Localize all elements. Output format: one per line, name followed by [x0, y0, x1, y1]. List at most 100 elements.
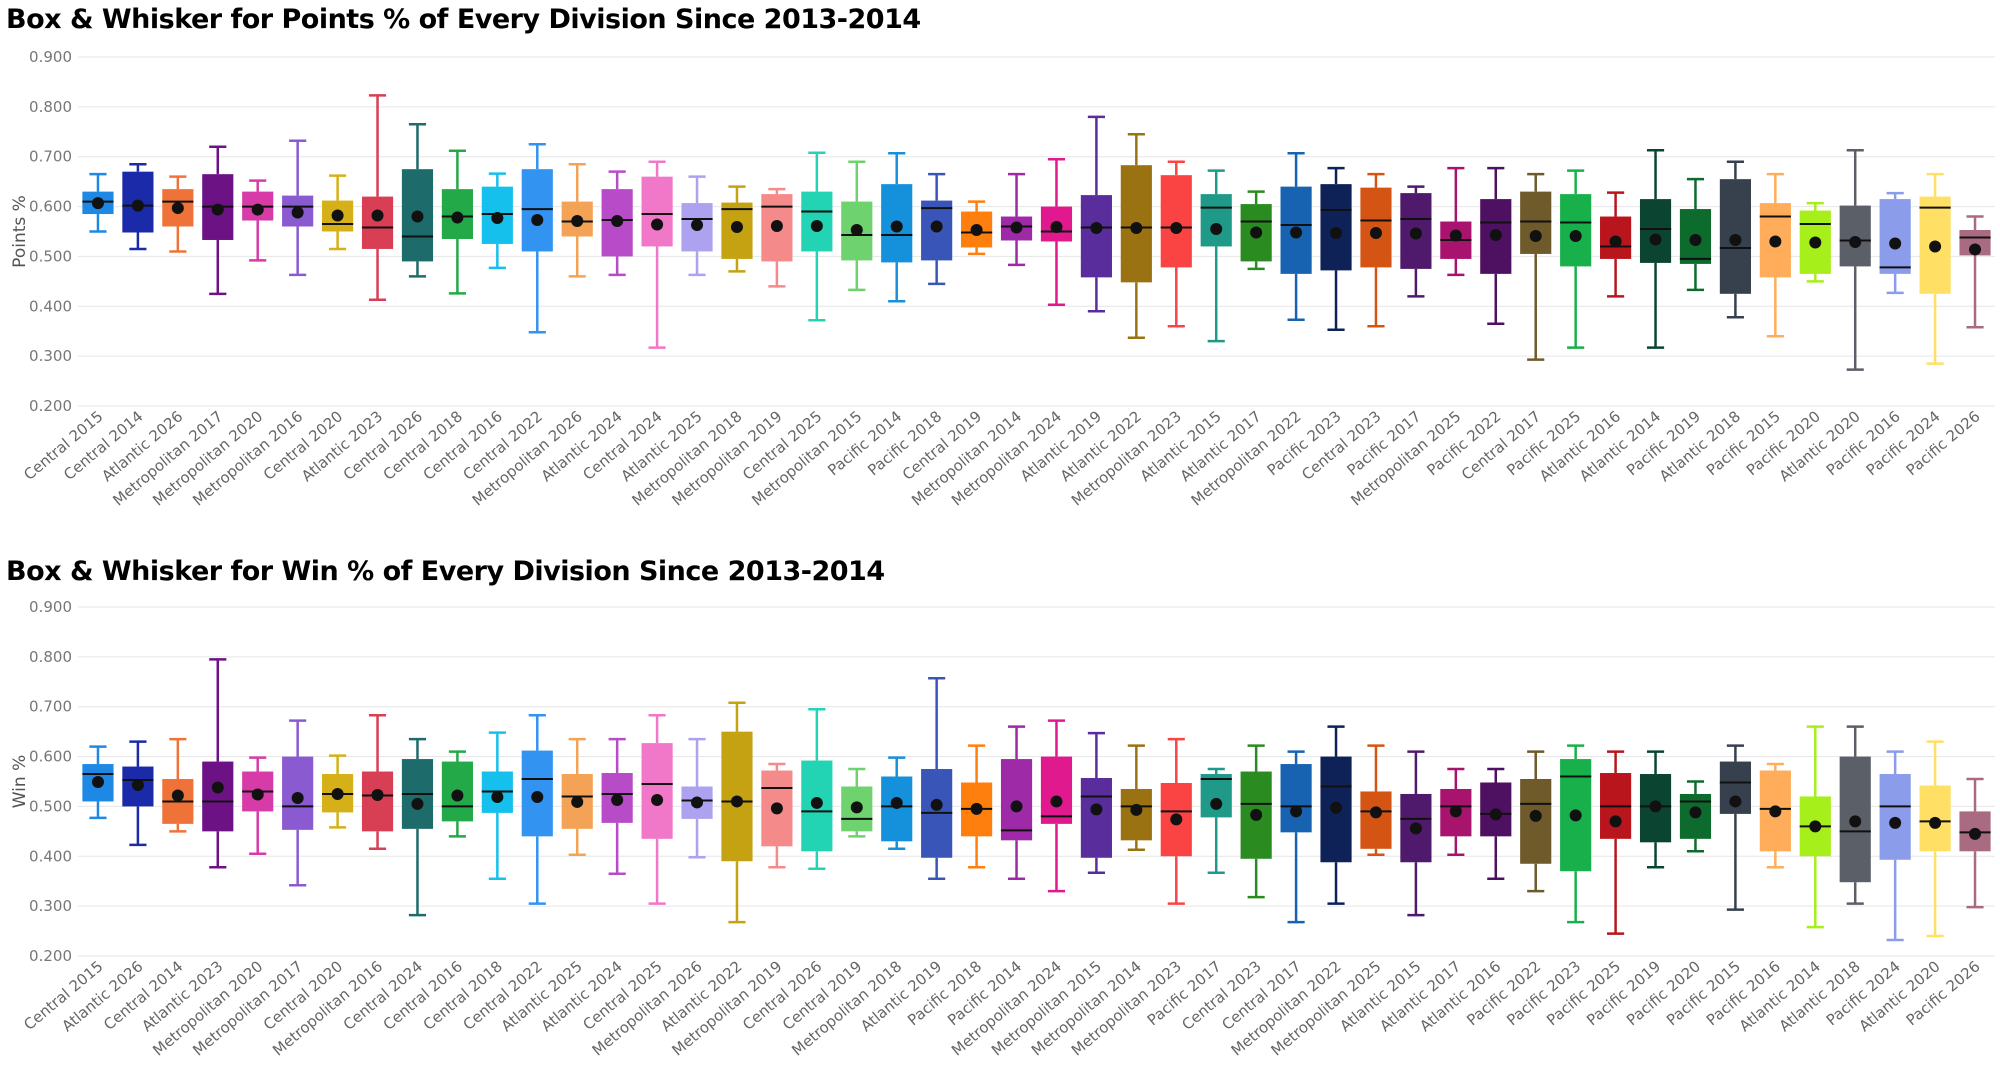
points-box-metropolitan-2015[interactable]: [841, 160, 873, 292]
win-box-metropolitan-2018[interactable]: [881, 756, 913, 851]
points-box-pacific-2018[interactable]: [921, 172, 953, 286]
points-box-metropolitan-2017[interactable]: [202, 145, 234, 296]
points-box-pacific-2016[interactable]: [1879, 191, 1911, 295]
points-box-central-2026[interactable]: [401, 123, 434, 278]
win-box-pacific-2025[interactable]: [1600, 750, 1632, 935]
points-box-atlantic-2025[interactable]: [681, 175, 713, 277]
win-box-atlantic-2026[interactable]: [122, 740, 154, 847]
points-box-atlantic-2020[interactable]: [1839, 148, 1871, 371]
points-box-atlantic-2026[interactable]: [162, 175, 194, 253]
points-box-pacific-2025[interactable]: [1560, 169, 1592, 349]
points-box-pacific-2026[interactable]: [1959, 215, 1991, 329]
win-box-central-2015[interactable]: [82, 745, 114, 820]
points-box-pacific-2014[interactable]: [881, 151, 913, 303]
points-box-pacific-2015[interactable]: [1759, 172, 1791, 338]
win-box-pacific-2023[interactable]: [1560, 744, 1592, 924]
points-box-metropolitan-2014[interactable]: [1000, 172, 1033, 267]
points-box-atlantic-2019[interactable]: [1080, 115, 1112, 313]
points-box-central-2018[interactable]: [441, 149, 473, 295]
points-box-central-2025[interactable]: [801, 151, 833, 322]
points-box-pacific-2020[interactable]: [1799, 201, 1831, 283]
win-box-central-2019[interactable]: [841, 767, 873, 838]
points-box-metropolitan-2019[interactable]: [761, 187, 793, 288]
points-box-atlantic-2018[interactable]: [1719, 160, 1751, 319]
win-box-metropolitan-2015[interactable]: [1080, 731, 1112, 874]
win-box-pacific-2024[interactable]: [1879, 750, 1911, 942]
win-box-atlantic-2020[interactable]: [1919, 740, 1951, 938]
win-box-central-2023[interactable]: [1240, 744, 1272, 899]
points-box-central-2016[interactable]: [481, 172, 513, 270]
points-box-metropolitan-2023[interactable]: [1160, 160, 1192, 328]
points-box-pacific-2017[interactable]: [1400, 185, 1432, 298]
win-box-pacific-2026[interactable]: [1959, 777, 1991, 909]
points-box-metropolitan-2022[interactable]: [1280, 151, 1312, 321]
win-box-atlantic-2015[interactable]: [1400, 750, 1432, 917]
points-box-central-2017[interactable]: [1520, 172, 1552, 361]
points-box-metropolitan-2024[interactable]: [1040, 157, 1073, 307]
win-box-pacific-2019[interactable]: [1639, 750, 1672, 869]
points-box-pacific-2023[interactable]: [1320, 166, 1352, 331]
points-box-pacific-2024[interactable]: [1919, 172, 1951, 365]
win-box-central-2025[interactable]: [641, 713, 673, 905]
win-box-atlantic-2016[interactable]: [1480, 767, 1512, 880]
win-box-pacific-2018[interactable]: [961, 744, 993, 869]
points-box-metropolitan-2026[interactable]: [561, 162, 593, 278]
points-box-metropolitan-2018[interactable]: [721, 185, 753, 273]
points-box-atlantic-2024[interactable]: [601, 170, 633, 277]
win-box-metropolitan-2020[interactable]: [242, 756, 274, 856]
win-box-pacific-2020[interactable]: [1679, 780, 1712, 853]
win-box-pacific-2015[interactable]: [1719, 744, 1751, 911]
mean-marker: [611, 215, 624, 228]
win-box-central-2016[interactable]: [441, 750, 473, 838]
win-box-metropolitan-2014[interactable]: [1120, 744, 1152, 852]
points-box-atlantic-2014[interactable]: [1639, 148, 1672, 349]
points-box-metropolitan-2016[interactable]: [282, 139, 314, 277]
points-box-pacific-2022[interactable]: [1480, 166, 1512, 325]
win-box-atlantic-2018[interactable]: [1839, 725, 1871, 905]
win-box-metropolitan-2025[interactable]: [1360, 744, 1392, 857]
win-box-atlantic-2025[interactable]: [561, 737, 593, 857]
win-box-central-2017[interactable]: [1280, 750, 1312, 924]
points-box-central-2024[interactable]: [641, 160, 673, 349]
win-box-central-2022[interactable]: [521, 713, 553, 905]
win-box-central-2020[interactable]: [322, 754, 354, 829]
win-box-pacific-2017[interactable]: [1200, 767, 1232, 874]
points-box-central-2022[interactable]: [521, 143, 553, 334]
win-box-metropolitan-2019[interactable]: [761, 762, 793, 869]
mean-marker: [411, 797, 424, 810]
win-box-metropolitan-2017[interactable]: [282, 719, 314, 887]
win-box-metropolitan-2016[interactable]: [361, 713, 394, 851]
points-box-atlantic-2015[interactable]: [1200, 169, 1232, 343]
points-box-atlantic-2022[interactable]: [1120, 133, 1152, 339]
win-box-pacific-2022[interactable]: [1520, 750, 1552, 893]
win-box-atlantic-2024[interactable]: [601, 737, 633, 875]
points-box-atlantic-2023[interactable]: [361, 94, 394, 302]
win-box-central-2014[interactable]: [162, 737, 194, 833]
points-box-metropolitan-2025[interactable]: [1440, 166, 1472, 277]
points-box-central-2019[interactable]: [961, 200, 993, 256]
points-box-atlantic-2016[interactable]: [1600, 191, 1632, 298]
win-box-atlantic-2022[interactable]: [721, 701, 753, 924]
win-box-metropolitan-2026[interactable]: [681, 737, 713, 859]
win-box-central-2018[interactable]: [481, 731, 513, 880]
win-box-central-2026[interactable]: [801, 707, 833, 870]
points-box-pacific-2019[interactable]: [1679, 177, 1712, 292]
points-box-central-2020[interactable]: [322, 174, 354, 251]
win-box-metropolitan-2024[interactable]: [1040, 719, 1073, 893]
points-box-central-2014[interactable]: [122, 162, 154, 251]
points-box-metropolitan-2020[interactable]: [242, 179, 274, 262]
win-box-atlantic-2017[interactable]: [1440, 767, 1472, 857]
points-box-central-2023[interactable]: [1360, 172, 1392, 328]
mean-marker: [890, 220, 903, 233]
points-box-atlantic-2017[interactable]: [1240, 190, 1272, 271]
win-box-central-2024[interactable]: [401, 737, 434, 917]
win-box-atlantic-2023[interactable]: [202, 658, 234, 869]
box-iqr: [1280, 764, 1312, 833]
win-box-pacific-2014[interactable]: [1000, 725, 1033, 880]
points-box-central-2015[interactable]: [82, 172, 114, 233]
win-box-atlantic-2014[interactable]: [1799, 725, 1831, 929]
win-box-metropolitan-2023[interactable]: [1160, 737, 1192, 905]
win-box-metropolitan-2022[interactable]: [1320, 725, 1352, 905]
win-box-atlantic-2019[interactable]: [921, 677, 953, 880]
win-box-pacific-2016[interactable]: [1759, 762, 1791, 869]
